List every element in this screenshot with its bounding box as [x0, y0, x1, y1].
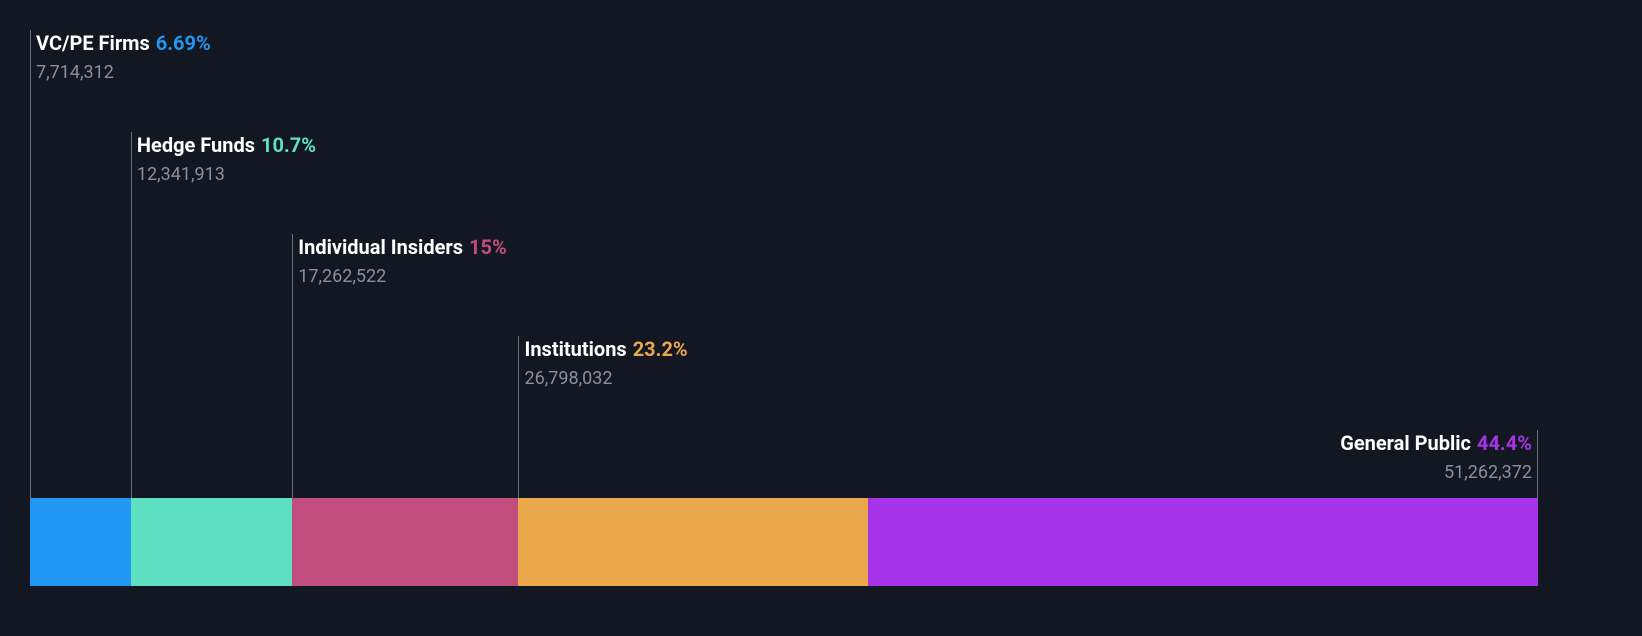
label-vc-pe-firms: VC/PE Firms6.69% 7,714,312 — [36, 30, 211, 85]
category-percent: 6.69% — [156, 31, 211, 55]
segment-vc-pe-firms — [30, 498, 131, 586]
segment-general-public — [868, 498, 1538, 586]
label-hedge-funds: Hedge Funds10.7% 12,341,913 — [137, 132, 316, 187]
segment-individual-insiders — [292, 498, 518, 586]
category-percent: 44.4% — [1477, 431, 1532, 455]
category-value: 17,262,522 — [298, 265, 506, 289]
category-name: Hedge Funds — [137, 133, 255, 157]
lead-line — [1537, 430, 1538, 498]
label-institutions: Institutions 23.2% 26,798,032 — [524, 336, 687, 391]
segment-hedge-funds — [131, 498, 292, 586]
category-value: 26,798,032 — [524, 367, 687, 391]
label-general-public: General Public44.4% 51,262,372 — [1340, 430, 1532, 485]
lead-line — [131, 132, 132, 498]
lead-line — [30, 30, 31, 498]
lead-line — [518, 336, 519, 498]
category-value: 7,714,312 — [36, 61, 211, 85]
category-name: General Public — [1340, 431, 1471, 455]
category-value: 12,341,913 — [137, 163, 316, 187]
category-name: VC/PE Firms — [36, 31, 150, 55]
lead-line — [292, 234, 293, 498]
label-individual-insiders: Individual Insiders15% 17,262,522 — [298, 234, 506, 289]
stacked-bar — [30, 498, 1538, 586]
ownership-breakdown-chart: VC/PE Firms6.69% 7,714,312 Hedge Funds10.7… — [30, 30, 1538, 586]
category-percent: 10.7% — [261, 133, 316, 157]
category-name: Individual Insiders — [298, 235, 463, 259]
category-name: Institutions — [524, 337, 626, 361]
segment-institutions — [518, 498, 868, 586]
category-percent: 23.2% — [633, 337, 688, 361]
category-value: 51,262,372 — [1340, 461, 1532, 485]
category-percent: 15% — [469, 235, 507, 259]
